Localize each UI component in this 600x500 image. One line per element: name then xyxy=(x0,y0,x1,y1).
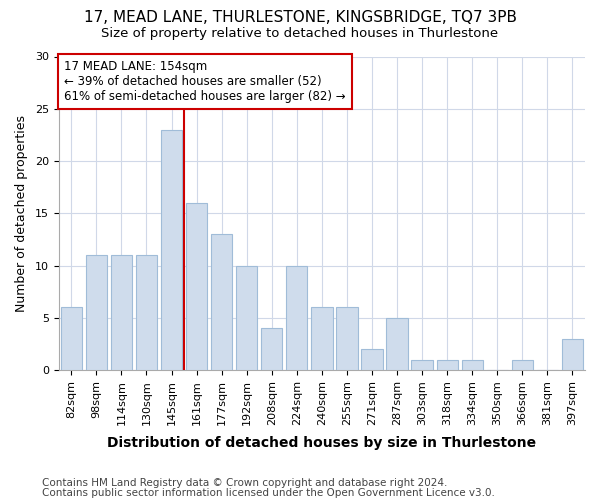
Bar xyxy=(361,349,383,370)
Bar xyxy=(111,255,132,370)
X-axis label: Distribution of detached houses by size in Thurlestone: Distribution of detached houses by size … xyxy=(107,436,536,450)
Bar xyxy=(186,203,207,370)
Bar xyxy=(261,328,283,370)
Text: Size of property relative to detached houses in Thurlestone: Size of property relative to detached ho… xyxy=(101,28,499,40)
Text: 17, MEAD LANE, THURLESTONE, KINGSBRIDGE, TQ7 3PB: 17, MEAD LANE, THURLESTONE, KINGSBRIDGE,… xyxy=(83,10,517,25)
Bar xyxy=(337,308,358,370)
Bar xyxy=(211,234,232,370)
Bar xyxy=(461,360,483,370)
Bar xyxy=(412,360,433,370)
Bar xyxy=(386,318,408,370)
Y-axis label: Number of detached properties: Number of detached properties xyxy=(15,115,28,312)
Bar xyxy=(86,255,107,370)
Bar xyxy=(512,360,533,370)
Bar xyxy=(61,308,82,370)
Bar xyxy=(437,360,458,370)
Bar xyxy=(136,255,157,370)
Text: Contains public sector information licensed under the Open Government Licence v3: Contains public sector information licen… xyxy=(42,488,495,498)
Bar xyxy=(161,130,182,370)
Bar xyxy=(286,266,307,370)
Bar xyxy=(236,266,257,370)
Bar xyxy=(311,308,332,370)
Text: Contains HM Land Registry data © Crown copyright and database right 2024.: Contains HM Land Registry data © Crown c… xyxy=(42,478,448,488)
Bar xyxy=(562,338,583,370)
Text: 17 MEAD LANE: 154sqm
← 39% of detached houses are smaller (52)
61% of semi-detac: 17 MEAD LANE: 154sqm ← 39% of detached h… xyxy=(64,60,346,102)
